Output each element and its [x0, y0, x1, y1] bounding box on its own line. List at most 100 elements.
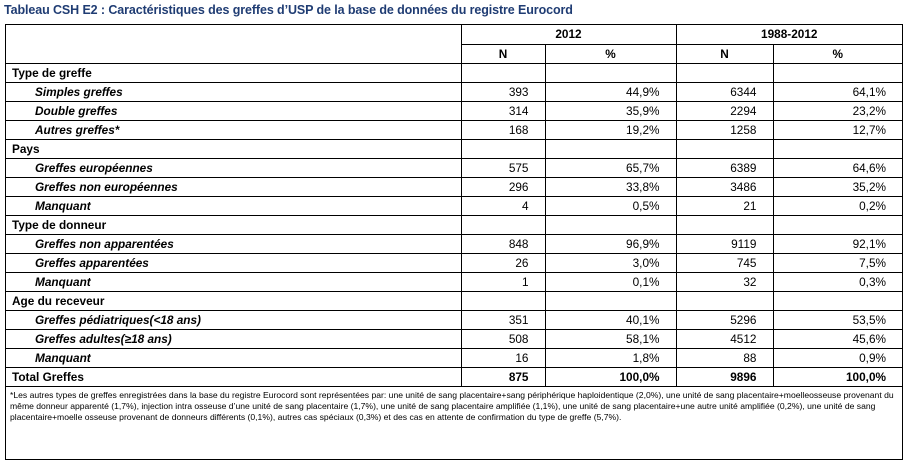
row-label: Greffes adultes(≥18 ans): [6, 328, 462, 349]
footnote: *Les autres types de greffes enregistrée…: [10, 389, 894, 423]
data-table: 2012 1988-2012 N % N % Type de greffe Sim…: [6, 25, 903, 425]
n-2012-cell: 351: [460, 309, 546, 330]
table-row: Greffes non apparentées 848 96,9% 9119 92,1%: [6, 233, 903, 254]
pct-1988-2012-cell: 0,2%: [772, 195, 903, 216]
row-label: Simples greffes: [6, 81, 462, 102]
empty-cell: [675, 138, 774, 159]
row-label: Manquant: [6, 271, 462, 292]
n-2012-cell: 1: [460, 271, 546, 292]
table-row: Manquant 16 1,8% 88 0,9%: [6, 347, 903, 368]
section-label: Age du receveur: [6, 290, 462, 311]
section-header-row: Pays: [6, 138, 903, 159]
total-row: Total Greffes 875 100,0% 9896 100,0%: [6, 366, 903, 387]
row-label: Greffes pédiatriques(<18 ans): [6, 309, 462, 330]
table-title: Tableau CSH E2 : Caractéristiques des gr…: [4, 3, 573, 17]
table-row: Double greffes 314 35,9% 2294 23,2%: [6, 100, 903, 121]
pct-2012-cell: 0,5%: [544, 195, 677, 216]
empty-cell: [544, 214, 677, 235]
empty-cell: [460, 214, 546, 235]
row-label: Greffes apparentées: [6, 252, 462, 273]
n-2012-cell: 393: [460, 81, 546, 102]
period-header-1988-2012: 1988-2012: [675, 25, 903, 45]
empty-cell: [772, 214, 903, 235]
row-label: Manquant: [6, 347, 462, 368]
pct-1988-2012-cell: 53,5%: [772, 309, 903, 330]
pct-1988-2012-cell: 64,1%: [772, 81, 903, 102]
n-1988-2012-cell: 1258: [675, 119, 774, 140]
n-2012-cell: 16: [460, 347, 546, 368]
pct-2012-cell: 65,7%: [544, 157, 677, 178]
n-1988-2012-cell: 4512: [675, 328, 774, 349]
row-label: Autres greffes*: [6, 119, 462, 140]
row-label: Greffes non européennes: [6, 176, 462, 197]
n-1988-2012-cell: 3486: [675, 176, 774, 197]
pct-2012-cell: 96,9%: [544, 233, 677, 254]
col-header-n: N: [460, 43, 546, 64]
pct-2012-cell: 0,1%: [544, 271, 677, 292]
pct-2012-cell: 3,0%: [544, 252, 677, 273]
pct-1988-2012-cell: 0,3%: [772, 271, 903, 292]
n-1988-2012-cell: 88: [675, 347, 774, 368]
pct-1988-2012-cell: 0,9%: [772, 347, 903, 368]
empty-cell: [460, 138, 546, 159]
pct-1988-2012-cell: 23,2%: [772, 100, 903, 121]
n-1988-2012-cell: 5296: [675, 309, 774, 330]
pct-2012-cell: 35,9%: [544, 100, 677, 121]
table-row: Greffes apparentées 26 3,0% 745 7,5%: [6, 252, 903, 273]
section-header-row: Type de donneur: [6, 214, 903, 235]
empty-cell: [675, 290, 774, 311]
n-2012-cell: 26: [460, 252, 546, 273]
pct-2012-cell: 33,8%: [544, 176, 677, 197]
empty-cell: [675, 62, 774, 83]
section-label: Pays: [6, 138, 462, 159]
period-header-row: 2012 1988-2012: [6, 25, 903, 64]
total-n-1988-2012: 9896: [675, 366, 774, 387]
pct-1988-2012-cell: 7,5%: [772, 252, 903, 273]
column-header-row: N % N %: [6, 43, 903, 64]
section-label: Type de donneur: [6, 214, 462, 235]
n-1988-2012-cell: 6344: [675, 81, 774, 102]
row-label: Greffes non apparentées: [6, 233, 462, 254]
pct-2012-cell: 1,8%: [544, 347, 677, 368]
total-n-2012: 875: [460, 366, 546, 387]
pct-1988-2012-cell: 92,1%: [772, 233, 903, 254]
table-row: Manquant 1 0,1% 32 0,3%: [6, 271, 903, 292]
table-row: Manquant 4 0,5% 21 0,2%: [6, 195, 903, 216]
period-header-2012: 2012: [460, 25, 677, 45]
n-2012-cell: 4: [460, 195, 546, 216]
empty-cell: [544, 138, 677, 159]
col-header-pct: %: [772, 43, 903, 64]
footnote-row: *Les autres types de greffes enregistrée…: [6, 386, 902, 425]
total-label: Total Greffes: [6, 366, 462, 387]
section-label: Type de greffe: [6, 62, 462, 83]
table-row: Greffes adultes(≥18 ans) 508 58,1% 4512 45,6…: [6, 328, 903, 349]
table-row: Simples greffes 393 44,9% 6344 64,1%: [6, 81, 903, 102]
row-label: Greffes européennes: [6, 157, 462, 178]
pct-1988-2012-cell: 45,6%: [772, 328, 903, 349]
col-header-n: N: [675, 43, 774, 64]
section-header-row: Age du receveur: [6, 290, 903, 311]
empty-cell: [772, 138, 903, 159]
n-1988-2012-cell: 2294: [675, 100, 774, 121]
n-2012-cell: 168: [460, 119, 546, 140]
pct-2012-cell: 44,9%: [544, 81, 677, 102]
data-table-frame: 2012 1988-2012 N % N % Type de greffe Sim…: [5, 24, 903, 460]
n-1988-2012-cell: 21: [675, 195, 774, 216]
table-row: Greffes européennes 575 65,7% 6389 64,6%: [6, 157, 903, 178]
n-1988-2012-cell: 9119: [675, 233, 774, 254]
n-2012-cell: 508: [460, 328, 546, 349]
row-label: Manquant: [6, 195, 462, 216]
pct-1988-2012-cell: 64,6%: [772, 157, 903, 178]
pct-1988-2012-cell: 35,2%: [772, 176, 903, 197]
header-blank-cell: [6, 25, 462, 64]
empty-cell: [772, 290, 903, 311]
n-1988-2012-cell: 6389: [675, 157, 774, 178]
n-1988-2012-cell: 745: [675, 252, 774, 273]
pct-2012-cell: 58,1%: [544, 328, 677, 349]
row-label: Double greffes: [6, 100, 462, 121]
n-2012-cell: 575: [460, 157, 546, 178]
pct-1988-2012-cell: 12,7%: [772, 119, 903, 140]
empty-cell: [544, 290, 677, 311]
pct-2012-cell: 40,1%: [544, 309, 677, 330]
col-header-pct: %: [544, 43, 677, 64]
